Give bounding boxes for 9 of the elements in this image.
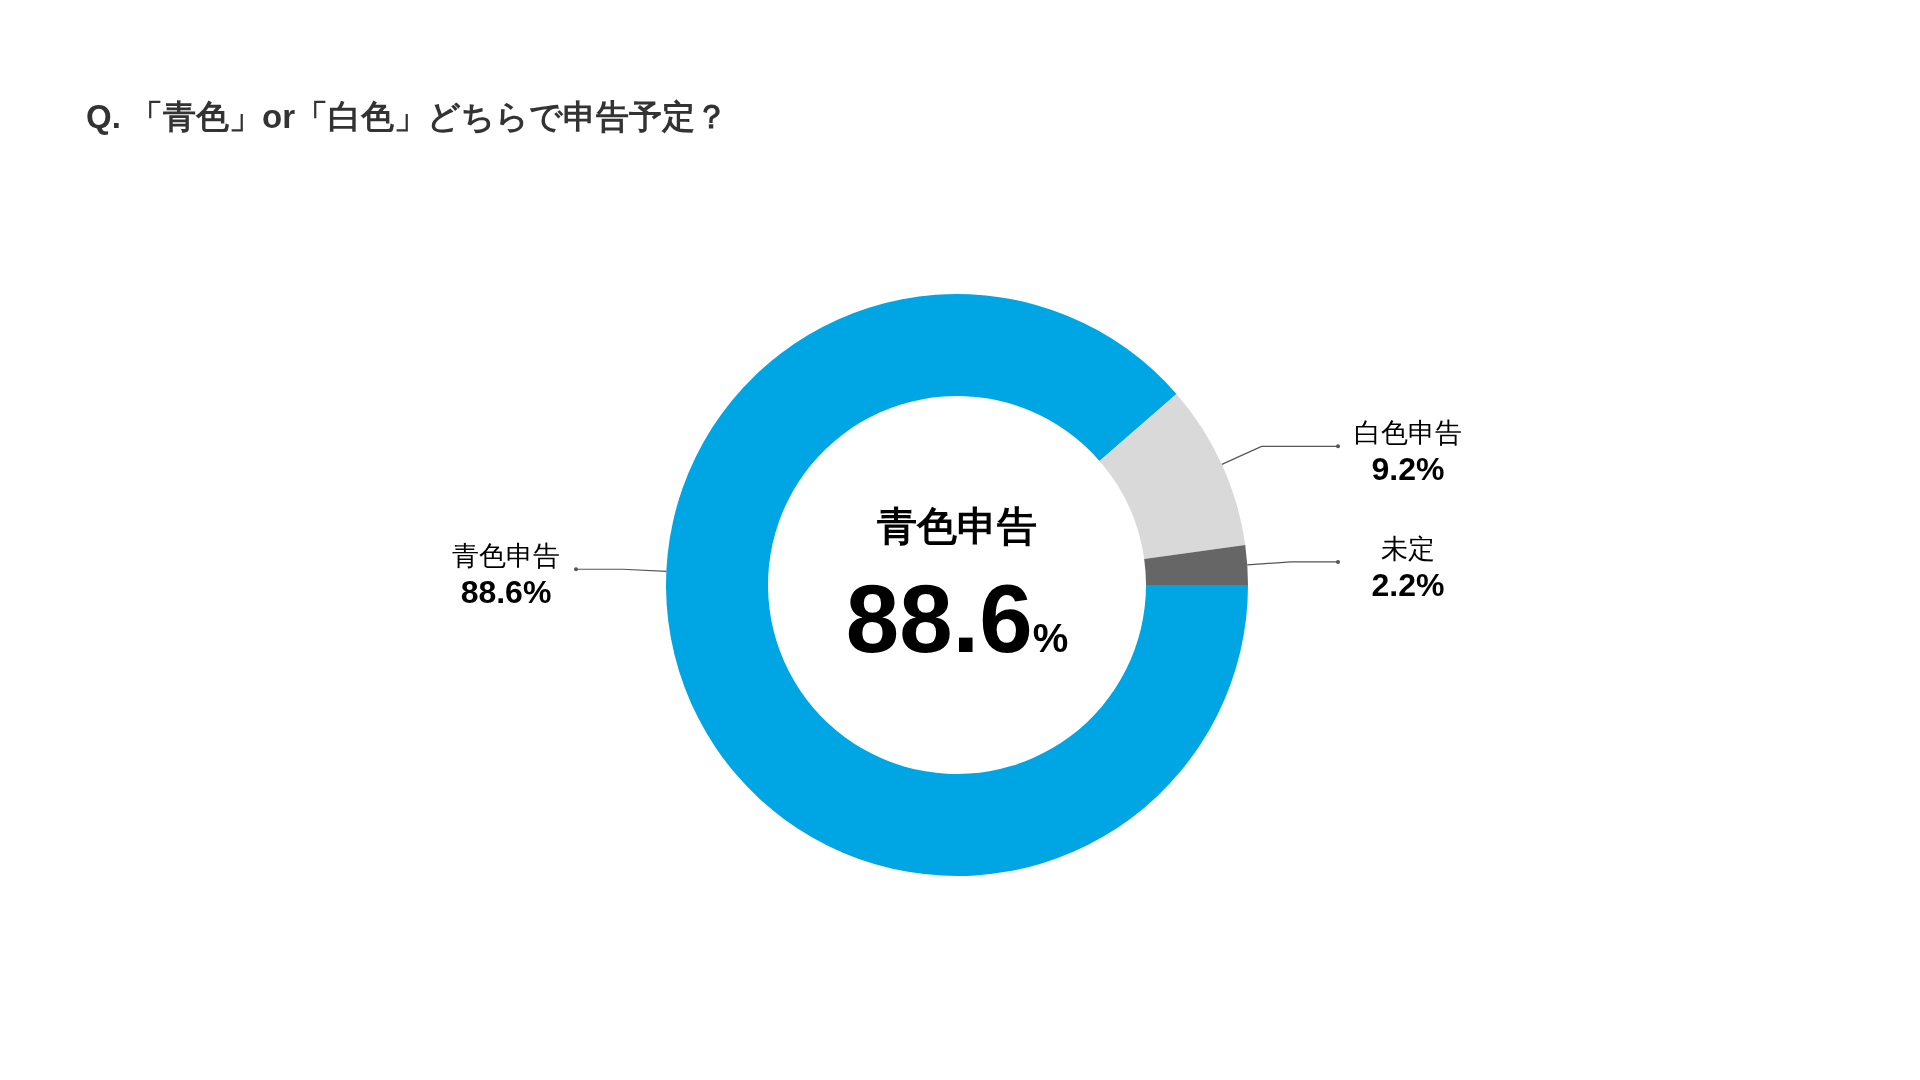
data-label: 88.6% xyxy=(460,574,552,611)
data-label: 2.2% xyxy=(1371,566,1445,603)
text: 青色申告 xyxy=(876,504,1037,548)
chart-title: Q. 「青色」or「白色」どちらで申告予定？ xyxy=(86,98,729,135)
slice-label: 未定 xyxy=(1381,533,1435,564)
slice-label: 青色申告 xyxy=(452,541,560,572)
text: 88.6% xyxy=(845,565,1069,672)
data-label: 9.2% xyxy=(1371,451,1445,488)
slice-label: 白色申告 xyxy=(1354,418,1462,449)
